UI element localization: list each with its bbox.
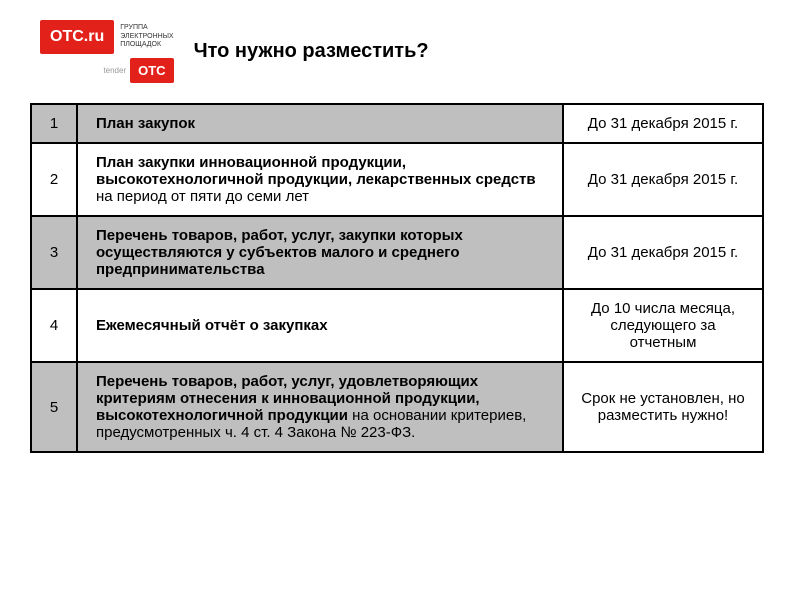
row-deadline: До 10 числа месяца, следующего за отчетн… xyxy=(563,289,763,362)
logo-text-line3: ПЛОЩАДОК xyxy=(120,41,173,49)
row-deadline: До 31 декабря 2015 г. xyxy=(563,216,763,289)
row-description: Ежемесячный отчёт о закупках xyxy=(77,289,563,362)
description-bold: План закупок xyxy=(96,115,195,132)
row-number: 5 xyxy=(31,362,77,452)
description-bold: Ежемесячный отчёт о закупках xyxy=(96,317,328,334)
logo-bottom: tender OTC xyxy=(40,58,174,83)
row-number: 1 xyxy=(31,104,77,143)
row-deadline: Срок не установлен, но разместить нужно! xyxy=(563,362,763,452)
table-container: 1 План закупок До 31 декабря 2015 г. 2 План … xyxy=(0,93,794,463)
row-deadline: До 31 декабря 2015 г. xyxy=(563,104,763,143)
row-description: Перечень товаров, работ, услуг, закупки … xyxy=(77,216,563,289)
logo-text: ГРУППА ЭЛЕКТРОННЫХ ПЛОЩАДОК xyxy=(120,24,173,49)
table-row: 4 Ежемесячный отчёт о закупках До 10 числа… xyxy=(31,289,763,362)
table-row: 3 Перечень товаров, работ, услуг, закупки… xyxy=(31,216,763,289)
row-description: План закупки инновационной продукции, вы… xyxy=(77,143,563,216)
logo-block: OTC.ru ГРУППА ЭЛЕКТРОННЫХ ПЛОЩАДОК tende… xyxy=(40,20,174,83)
row-deadline: До 31 декабря 2015 г. xyxy=(563,143,763,216)
logo-tender: OTC xyxy=(130,58,173,83)
logo-tender-label: tender xyxy=(103,66,126,75)
logo-text-line2: ЭЛЕКТРОННЫХ xyxy=(120,33,173,41)
logo-main: OTC.ru xyxy=(40,20,114,54)
table-row: 5Перечень товаров, работ, услуг, удовлет… xyxy=(31,362,763,452)
row-number: 4 xyxy=(31,289,77,362)
table-row: 2 План закупки инновационной продукции, в… xyxy=(31,143,763,216)
header: OTC.ru ГРУППА ЭЛЕКТРОННЫХ ПЛОЩАДОК tende… xyxy=(0,0,794,93)
row-description: План закупок xyxy=(77,104,563,143)
row-number: 2 xyxy=(31,143,77,216)
logo-text-line1: ГРУППА xyxy=(120,24,173,32)
description-bold: Перечень товаров, работ, услуг, закупки … xyxy=(96,227,463,278)
description-normal: на период от пяти до семи лет xyxy=(96,188,309,205)
page-title: Что нужно разместить? xyxy=(194,40,429,63)
row-number: 3 xyxy=(31,216,77,289)
main-table: 1 План закупок До 31 декабря 2015 г. 2 План … xyxy=(30,103,764,453)
row-description: Перечень товаров, работ, услуг, удовлетв… xyxy=(77,362,563,452)
description-bold: План закупки инновационной продукции, вы… xyxy=(96,154,536,188)
table-row: 1 План закупок До 31 декабря 2015 г. xyxy=(31,104,763,143)
logo-top: OTC.ru ГРУППА ЭЛЕКТРОННЫХ ПЛОЩАДОК xyxy=(40,20,174,54)
